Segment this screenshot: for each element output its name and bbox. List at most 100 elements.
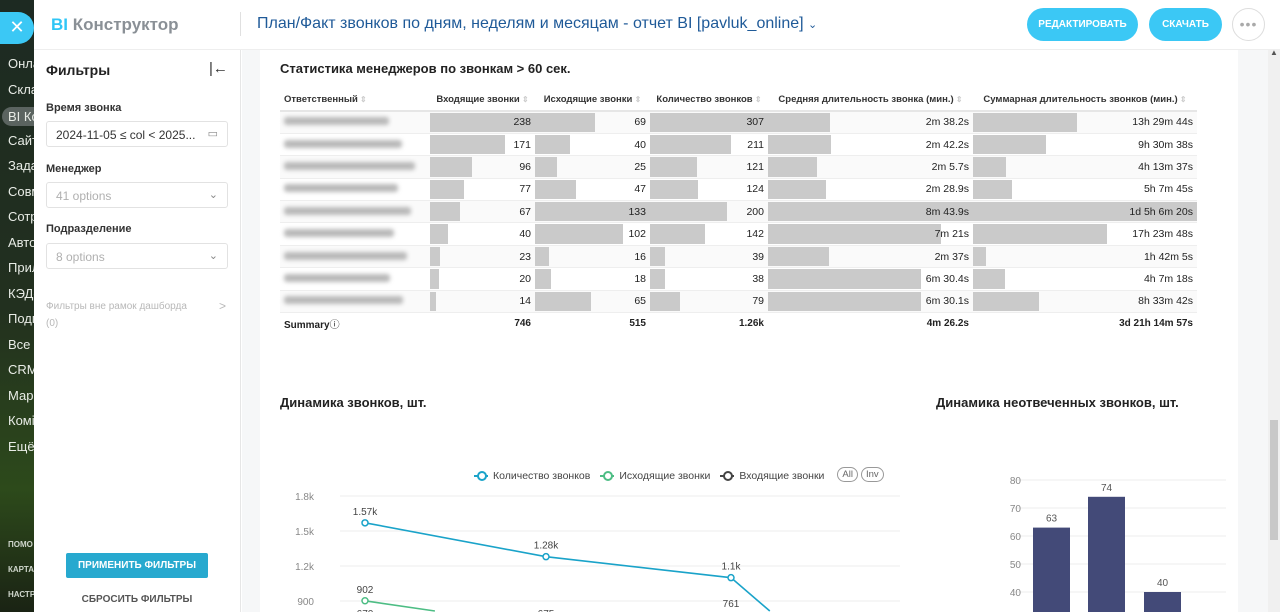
app-nav-item[interactable]: CRM (8, 362, 38, 377)
app-nav-item[interactable]: Ещё (8, 438, 35, 454)
cell-value: 211 (747, 138, 764, 151)
legend-all-button[interactable]: All (837, 467, 858, 482)
legend-item[interactable]: Исходящие звонки (600, 470, 710, 482)
table-row[interactable]: 171 40 211 2m 42.2s 9h 30m 38s (280, 133, 1197, 157)
table-row[interactable]: 20 18 38 6m 30.4s 4h 7m 18s (280, 267, 1197, 291)
app-nav-footer-item[interactable]: НАСТР (8, 590, 36, 599)
collapse-icon[interactable]: |← (209, 60, 228, 77)
info-icon[interactable]: ⓘ (329, 320, 340, 332)
bar[interactable] (1144, 592, 1181, 612)
more-button[interactable]: ••• (1232, 8, 1265, 41)
chevron-right-icon: > (218, 299, 226, 313)
summary-out: 515 (629, 318, 646, 330)
app-navigation: Онла Скла BI Ко Сайт Зада Совм Сотр Авто Прил КЭД… (0, 0, 40, 612)
table-row[interactable]: 40 102 142 7m 21s 17h 23m 48s (280, 222, 1197, 246)
bar[interactable] (1088, 496, 1125, 612)
sort-icon[interactable]: ⇕ (1177, 95, 1187, 104)
cell-out: 65 (535, 290, 650, 314)
cell-bar (973, 157, 1006, 177)
table-row[interactable]: 67 133 200 8m 43.9s 1d 5h 6m 20s (280, 200, 1197, 224)
legend-label: Исходящие звонки (619, 470, 711, 482)
table-row[interactable]: 14 65 79 6m 30.1s 8h 33m 42s (280, 290, 1197, 314)
column-header[interactable]: Ответственный ⇕ (280, 89, 430, 112)
cell-bar (973, 291, 1039, 312)
column-header[interactable]: Суммарная длительность звонков (мин.) ⇕ (973, 89, 1197, 112)
column-header[interactable]: Средняя длительность звонка (мин.) ⇕ (768, 89, 973, 112)
y-tick-label: 50 (1010, 560, 1022, 571)
app-nav-footer-item[interactable]: КАРТА (8, 565, 35, 574)
app-nav-item[interactable]: Совм (8, 183, 40, 199)
manager-select[interactable]: 41 options ⌄ (46, 182, 228, 208)
table-row[interactable]: 96 25 121 2m 5.7s 4h 13m 37s (280, 155, 1197, 179)
bar[interactable] (1033, 527, 1070, 612)
outside-filters[interactable]: Фильтры вне рамок дашборда (0) > (46, 298, 226, 332)
sort-icon[interactable]: ⇕ (953, 95, 963, 104)
call-time-field[interactable]: 2024-11-05 ≤ col < 2025... ▭ (46, 121, 228, 147)
app-nav-item[interactable]: Зада (8, 158, 38, 173)
department-select[interactable]: 8 options ⌄ (46, 243, 228, 269)
legend-marker-icon (720, 471, 735, 481)
apply-filters-button[interactable]: ПРИМЕНИТЬ ФИЛЬТРЫ (66, 553, 208, 578)
manager-name-redacted (280, 245, 430, 269)
table-row[interactable]: 238 69 307 2m 38.2s 13h 29m 44s (280, 111, 1197, 134)
bi-panel: BI Конструктор План/Факт звонков по дням… (34, 0, 1280, 612)
app-nav-item[interactable]: Сайт (8, 132, 38, 148)
bar-chart-title: Динамика неотвеченных звонков, шт. (936, 395, 1179, 410)
app-nav-item[interactable]: Мар (8, 387, 34, 403)
legend-marker-icon (600, 471, 615, 481)
app-nav-item[interactable]: Авто (8, 234, 37, 250)
scrollbar[interactable]: ▲ (1268, 48, 1280, 612)
data-point[interactable] (542, 552, 550, 561)
cell-total: 1d 5h 6m 20s (973, 200, 1197, 224)
app-nav-item[interactable]: BI Ко (2, 107, 40, 126)
reset-filters-button[interactable]: СБРОСИТЬ ФИЛЬТРЫ (81, 594, 193, 605)
report-title[interactable]: План/Факт звонков по дням, неделям и мес… (257, 15, 817, 33)
sort-icon[interactable]: ⇕ (357, 95, 367, 104)
close-button[interactable]: ✕ (0, 12, 34, 44)
cell-bar (430, 269, 439, 289)
app-nav-item[interactable]: Скла (8, 81, 39, 97)
table-row[interactable]: 77 47 124 2m 28.9s 5h 7m 45s (280, 178, 1197, 202)
column-header[interactable]: Входящие звонки ⇕ (430, 89, 535, 112)
y-tick-label: 70 (1010, 504, 1022, 515)
scroll-up-icon[interactable]: ▲ (1270, 48, 1278, 57)
cell-value: 121 (746, 160, 764, 173)
cell-bar (535, 269, 551, 289)
app-nav-item[interactable]: КЭДо (8, 285, 40, 301)
cell-bar (430, 246, 441, 267)
legend-invert-button[interactable]: Inv (860, 467, 884, 482)
cell-bar (768, 224, 941, 244)
app-nav-footer-item[interactable]: ПОМО (8, 540, 33, 549)
edit-button[interactable]: РЕДАКТИРОВАТЬ (1027, 8, 1138, 41)
manager-name-redacted (280, 222, 430, 246)
cell-value: 8h 33m 42s (1138, 295, 1193, 308)
scrollbar-thumb[interactable] (1270, 420, 1278, 540)
sort-icon[interactable]: ⇕ (752, 95, 762, 104)
cell-value: 2m 42.2s (925, 138, 969, 151)
app-nav-item[interactable]: Сотр (8, 209, 38, 224)
outside-filters-count: (0) (46, 318, 59, 329)
app-nav-item[interactable]: Подп (8, 311, 39, 326)
column-header[interactable]: Количество звонков ⇕ (650, 89, 768, 112)
app-nav-item[interactable]: Все с (8, 336, 40, 352)
cell-value: 20 (519, 272, 531, 285)
data-point[interactable] (361, 597, 369, 605)
table-row[interactable]: 23 16 39 2m 37s 1h 42m 5s (280, 245, 1197, 269)
download-button[interactable]: СКАЧАТЬ (1149, 8, 1222, 41)
data-point[interactable] (361, 519, 369, 527)
cell-bar (973, 202, 1197, 222)
sort-icon[interactable]: ⇕ (632, 95, 642, 104)
data-point[interactable] (727, 573, 735, 582)
cell-bar (768, 291, 921, 312)
sort-icon[interactable]: ⇕ (519, 95, 529, 104)
legend-item[interactable]: Входящие звонки (720, 470, 824, 482)
app-nav-item[interactable]: Комі (8, 413, 35, 428)
app-nav-item[interactable]: Прил (8, 260, 40, 275)
chevron-down-icon: ⌄ (208, 250, 218, 262)
cell-value: 40 (634, 138, 646, 151)
app-nav-item[interactable]: Онла (8, 56, 40, 71)
column-header[interactable]: Исходящие звонки ⇕ (535, 89, 650, 112)
line-chart-title: Динамика звонков, шт. (280, 395, 427, 410)
legend-item[interactable]: Количество звонков (474, 470, 590, 482)
cell-bar (650, 179, 698, 200)
